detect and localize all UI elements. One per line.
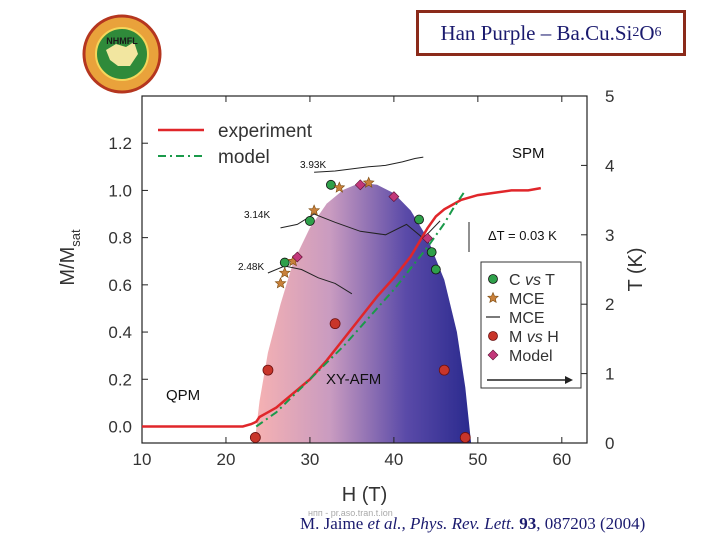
- model-diamond-point: [354, 179, 366, 191]
- c-vs-t-point: [430, 264, 441, 275]
- y-left-tick-label: 0.6: [108, 276, 132, 295]
- c-vs-t-point: [326, 179, 336, 190]
- legend-right-label: C vs T: [509, 272, 555, 289]
- y-left-tick-label: 1.2: [108, 134, 132, 153]
- title-si: Si: [614, 20, 633, 45]
- data-points: [249, 176, 471, 443]
- mce-star-point: [308, 204, 321, 216]
- x-axis-label: H (T): [342, 484, 388, 506]
- y-left-axis-label-sub: sat: [68, 229, 83, 247]
- y-left-tick-label: 1.0: [108, 181, 132, 200]
- y-left-tick-label: 0.4: [108, 323, 132, 342]
- x-tick-label: 50: [468, 450, 487, 469]
- title-main: Han Purple – Ba: [440, 20, 580, 45]
- y-left-axis-label: M/Msat: [57, 229, 83, 286]
- plot-frame: [141, 95, 588, 444]
- t393-label: 3.93K: [300, 160, 326, 171]
- series-experiment: [142, 186, 542, 428]
- legend-model-diamond-marker: [487, 349, 499, 361]
- legend-experiment-label: experiment: [218, 121, 313, 142]
- spm-label: SPM: [512, 145, 545, 162]
- legend-m-vs-h-marker: [488, 331, 498, 341]
- citation-volume: 93: [514, 514, 537, 533]
- series: [142, 156, 542, 428]
- x-tick-label: 60: [552, 450, 571, 469]
- mce-star-point: [362, 176, 375, 188]
- legend-label-vs: vs: [525, 272, 541, 289]
- mce-trace: [280, 213, 441, 239]
- watermark: нпп - pr.aso.tran.t.ion: [308, 508, 393, 518]
- citation-journal: et al., Phys. Rev. Lett.: [367, 514, 515, 533]
- legend-label-vs: vs: [527, 329, 543, 346]
- x-tick-label: 20: [217, 450, 236, 469]
- title-cu: Cu: [585, 20, 610, 45]
- m-vs-h-point: [459, 432, 471, 443]
- y-right-tick-label: 4: [605, 156, 614, 175]
- y-right-tick-label: 1: [605, 365, 614, 384]
- legend-right-label: MCE: [509, 310, 545, 327]
- y-left-tick-label: 0.0: [108, 417, 132, 436]
- mce-trace: [314, 156, 424, 173]
- t314-label: 3.14K: [244, 210, 270, 221]
- legend-right-label: MCE: [509, 291, 545, 308]
- legend-right-label: M vs H: [509, 329, 559, 346]
- logo-label: NHMFL: [106, 36, 138, 46]
- legend-box: [480, 261, 582, 389]
- x-tick-label: 10: [133, 450, 152, 469]
- c-vs-t-point: [426, 247, 437, 258]
- t248-label: 2.48K: [238, 262, 264, 273]
- legend-model-label: model: [218, 147, 270, 168]
- y-right-tick-label: 0: [605, 434, 614, 453]
- nhmfl-logo: NHMFL: [82, 14, 162, 94]
- xyafm-label: XY-AFM: [326, 371, 381, 388]
- m-vs-h-point: [329, 318, 341, 330]
- y-right-tick-label: 2: [605, 295, 614, 314]
- citation-rest: , 087203 (2004): [536, 514, 646, 533]
- title-o: O: [639, 20, 655, 45]
- model-diamond-point: [388, 191, 400, 203]
- y-right-axis-label: T (K): [625, 247, 647, 291]
- model-diamond-point: [422, 232, 433, 244]
- qpm-label: QPM: [166, 387, 200, 404]
- legend-label-part: M: [509, 329, 527, 346]
- m-vs-h-point: [249, 432, 261, 443]
- mce-star-point: [274, 277, 287, 289]
- mce-star-point: [333, 181, 346, 193]
- legend-label-part: T: [541, 272, 555, 289]
- title-si-sub: 2: [632, 25, 640, 40]
- legend-arrow-head: [565, 376, 573, 384]
- m-vs-h-point: [262, 364, 274, 376]
- mce-trace: [267, 265, 353, 295]
- legend-mce-star-marker: [487, 291, 499, 304]
- legend-c-vs-t-marker: [488, 274, 498, 284]
- m-vs-h-point: [438, 364, 450, 376]
- y-right-tick-label: 3: [605, 226, 614, 245]
- delta-t-label: ΔT = 0.03 K: [488, 228, 557, 243]
- mce-star-point: [278, 266, 291, 279]
- c-vs-t-point: [414, 214, 424, 225]
- c-vs-t-point: [305, 216, 315, 226]
- citation: M. Jaime et al., Phys. Rev. Lett. 93, 08…: [300, 514, 720, 534]
- y-left-tick-label: 0.8: [108, 229, 132, 248]
- x-tick-label: 30: [300, 450, 319, 469]
- legend-right-label: Model: [509, 348, 553, 365]
- title-o-sub: 6: [654, 25, 662, 40]
- citation-authors: M. Jaime: [300, 514, 368, 533]
- model-diamond-point: [291, 251, 303, 263]
- slide-title: Han Purple – Ba. Cu. Si 2 O 6: [416, 10, 686, 56]
- x-tick-label: 40: [384, 450, 403, 469]
- legend-label-part: C: [509, 272, 525, 289]
- legend-label-part: H: [543, 329, 559, 346]
- chart-labels: 10 20 30 40 50 60 0.0 0.2 0.4 0.6 0.8 1.0 1.2 0 1 2 3 4 5 H…: [57, 87, 647, 506]
- y-left-tick-label: 0.2: [108, 370, 132, 389]
- series-model: [255, 189, 467, 428]
- y-right-tick-label: 5: [605, 87, 614, 106]
